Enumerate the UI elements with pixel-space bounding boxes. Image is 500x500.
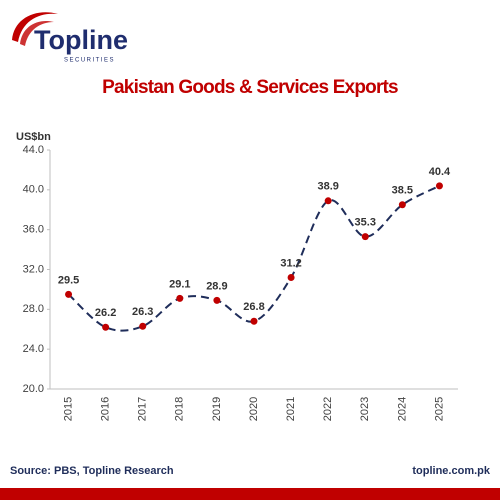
data-label: 38.5 [392,185,413,197]
website: topline.com.pk [412,465,491,477]
logo-swoosh [20,20,54,46]
x-tick-label: 2025 [433,397,445,421]
y-tick-label: 40.0 [23,184,44,196]
data-label: 40.4 [429,166,451,178]
x-tick-label: 2018 [174,397,186,421]
x-tick-label: 2019 [211,397,223,421]
x-tick-label: 2024 [396,397,408,421]
footer-band [0,488,500,500]
data-label: 28.9 [206,280,227,292]
logo-swoosh [12,12,58,42]
data-label: 38.9 [317,181,338,193]
x-tick-label: 2017 [137,397,149,421]
x-tick-label: 2023 [359,397,371,421]
y-tick-label: 44.0 [23,144,44,156]
point [176,294,184,302]
y-tick-label: 32.0 [23,263,44,275]
y-tick-label: 36.0 [23,224,44,236]
source: Source: PBS, Topline Research [10,465,174,477]
point [361,233,369,241]
point [250,317,258,325]
y-axis-label: US$bn [16,131,51,143]
line [67,184,440,332]
x-tick-label: 2022 [322,397,334,421]
x-tick-label: 2015 [62,397,74,421]
chart-title: Pakistan Goods & Services Exports [102,77,398,98]
y-tick-label: 24.0 [23,343,44,355]
point [435,182,443,190]
data-label: 26.8 [243,301,264,313]
data-label: 26.2 [95,307,116,319]
x-tick-label: 2021 [285,397,297,421]
point [324,197,332,205]
point [139,322,147,330]
y-tick-label: 28.0 [23,303,44,315]
logo-name: Topline [34,25,128,55]
data-label: 29.1 [169,278,190,290]
logo-tagline: SECURITIES [64,58,115,64]
x-tick-label: 2020 [248,397,260,421]
data-label: 29.5 [58,274,79,286]
data-label: 26.3 [132,306,153,318]
point [213,296,221,304]
data-label: 31.2 [280,257,301,269]
x-tick-label: 2016 [100,397,112,421]
y-tick-label: 20.0 [23,383,44,395]
point [102,323,110,331]
point [398,201,406,209]
point [65,290,73,298]
point [287,273,295,281]
data-label: 35.3 [355,217,376,229]
